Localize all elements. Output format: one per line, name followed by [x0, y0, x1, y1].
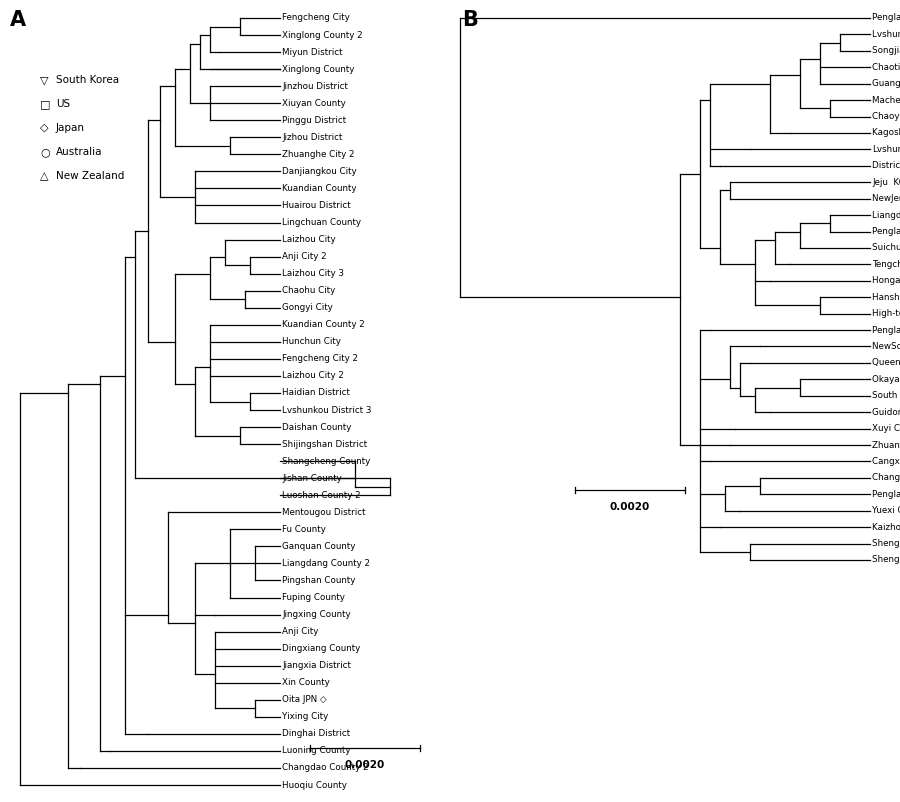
Text: Lvshunkou District 3: Lvshunkou District 3 [282, 406, 372, 415]
Text: Kuandian County: Kuandian County [282, 184, 356, 193]
Text: Chaotian District: Chaotian District [872, 63, 900, 71]
Text: Dingxiang County: Dingxiang County [282, 644, 360, 653]
Text: △: △ [40, 171, 49, 181]
Text: Jiangxia District: Jiangxia District [282, 661, 351, 670]
Text: Shijingshan District: Shijingshan District [282, 439, 367, 448]
Text: Chaoyang District: Chaoyang District [872, 112, 900, 121]
Text: Xiuyan County: Xiuyan County [282, 99, 346, 107]
Text: Queensland AUS ○: Queensland AUS ○ [872, 358, 900, 367]
Text: Yuexi County: Yuexi County [872, 506, 900, 515]
Text: Anji City: Anji City [282, 627, 319, 636]
Text: Songjiang District: Songjiang District [872, 47, 900, 55]
Text: Hongan County: Hongan County [872, 276, 900, 286]
Text: Jeju  KOR ▽: Jeju KOR ▽ [872, 178, 900, 187]
Text: Jishan County: Jishan County [282, 474, 342, 483]
Text: 0.0020: 0.0020 [610, 502, 650, 512]
Text: Shangcheng County: Shangcheng County [282, 456, 370, 466]
Text: Xin County: Xin County [282, 678, 329, 687]
Text: 0.0020: 0.0020 [345, 760, 385, 770]
Text: Penglai City 2: Penglai City 2 [872, 227, 900, 236]
Text: Miyun District: Miyun District [282, 47, 343, 57]
Text: Penglai City: Penglai City [872, 490, 900, 499]
Text: Danjiangkou City: Danjiangkou City [282, 167, 356, 176]
Text: Anji City 2: Anji City 2 [282, 252, 327, 261]
Text: Changdao County 2: Changdao County 2 [282, 764, 368, 772]
Text: Jingxing County: Jingxing County [282, 610, 351, 619]
Text: Guidong County: Guidong County [872, 407, 900, 417]
Text: Xuyi County: Xuyi County [872, 424, 900, 433]
Text: NewJersay USA □: NewJersay USA □ [872, 194, 900, 203]
Text: Fuping County: Fuping County [282, 593, 345, 602]
Text: Australia: Australia [56, 147, 103, 157]
Text: B: B [462, 10, 478, 30]
Text: Shengsi County: Shengsi County [872, 539, 900, 548]
Text: Okayama JPN ◇: Okayama JPN ◇ [872, 375, 900, 384]
Text: Kagoshima JPN ◇: Kagoshima JPN ◇ [872, 128, 900, 137]
Text: Laizhou City 3: Laizhou City 3 [282, 269, 344, 278]
Text: Dinghai District: Dinghai District [282, 729, 350, 739]
Text: Guangshan County: Guangshan County [872, 79, 900, 88]
Text: Fengcheng City 2: Fengcheng City 2 [282, 354, 358, 363]
Text: Kaizhou District: Kaizhou District [872, 523, 900, 532]
Text: Liangdang County: Liangdang County [872, 211, 900, 220]
Text: New Zealand: New Zealand [56, 171, 124, 181]
Text: Huairou District: Huairou District [282, 201, 351, 210]
Text: Pingshan County: Pingshan County [282, 576, 356, 585]
Text: Yixing City: Yixing City [282, 712, 328, 721]
Text: ▽: ▽ [40, 75, 49, 85]
Text: Luoshan County 2: Luoshan County 2 [282, 491, 361, 500]
Text: Cangxi County: Cangxi County [872, 457, 900, 466]
Text: Mentougou District: Mentougou District [282, 508, 365, 516]
Text: Jizhou District: Jizhou District [282, 133, 342, 142]
Text: □: □ [40, 99, 50, 109]
Text: Zhuanghe City: Zhuanghe City [872, 440, 900, 450]
Text: Pinggu District: Pinggu District [282, 115, 346, 125]
Text: A: A [10, 10, 26, 30]
Text: ◇: ◇ [40, 123, 49, 133]
Text: ○: ○ [40, 147, 50, 157]
Text: Hanshan County: Hanshan County [872, 293, 900, 302]
Text: Penglai City 3: Penglai City 3 [872, 326, 900, 334]
Text: Kuandian County 2: Kuandian County 2 [282, 320, 364, 330]
Text: Oita JPN ◇: Oita JPN ◇ [282, 695, 327, 704]
Text: Japan: Japan [56, 123, 85, 133]
Text: Suichuan County: Suichuan County [872, 244, 900, 253]
Text: Luoning County: Luoning County [282, 747, 350, 755]
Text: South Korea: South Korea [56, 75, 119, 85]
Text: Haidian District: Haidian District [282, 388, 350, 398]
Text: Gongyi City: Gongyi City [282, 303, 333, 312]
Text: South Island NZL △: South Island NZL △ [872, 391, 900, 400]
Text: Penglai City 4: Penglai City 4 [872, 14, 900, 22]
Text: Fengcheng City: Fengcheng City [282, 14, 350, 22]
Text: Hunchun City: Hunchun City [282, 338, 341, 346]
Text: Laizhou City: Laizhou City [282, 235, 336, 244]
Text: Zhuanghe City 2: Zhuanghe City 2 [282, 150, 355, 159]
Text: Xinglong County: Xinglong County [282, 65, 355, 74]
Text: High-tech District: High-tech District [872, 309, 900, 318]
Text: Chaohu City: Chaohu City [282, 286, 335, 295]
Text: Lvshunkou District 2: Lvshunkou District 2 [872, 30, 900, 39]
Text: Lvshunkou: Lvshunkou [872, 145, 900, 154]
Text: NewSouthWales AUS ○: NewSouthWales AUS ○ [872, 342, 900, 351]
Text: Xinglong County 2: Xinglong County 2 [282, 30, 363, 39]
Text: US: US [56, 99, 70, 109]
Text: Lingchuan County: Lingchuan County [282, 218, 361, 227]
Text: Changdao County: Changdao County [872, 473, 900, 482]
Text: Daishan County: Daishan County [282, 423, 351, 431]
Text: Laizhou City 2: Laizhou City 2 [282, 371, 344, 380]
Text: Liangdang County 2: Liangdang County 2 [282, 559, 370, 568]
Text: Tengchong City: Tengchong City [872, 260, 900, 269]
Text: Huoqiu County: Huoqiu County [282, 780, 346, 789]
Text: District  Luoshan County: District Luoshan County [872, 161, 900, 170]
Text: Macheng City: Macheng City [872, 95, 900, 104]
Text: Jinzhou District: Jinzhou District [282, 82, 348, 91]
Text: Shengsi County 2: Shengsi County 2 [872, 556, 900, 565]
Text: Ganquan County: Ganquan County [282, 542, 356, 551]
Text: Fu County: Fu County [282, 525, 326, 534]
